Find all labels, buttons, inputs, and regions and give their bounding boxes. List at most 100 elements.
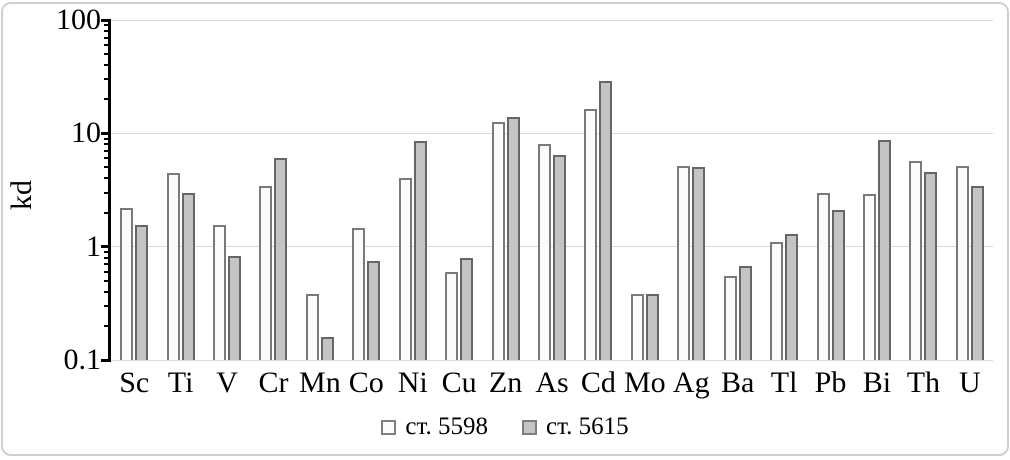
bar [320,336,334,360]
y-minor-tick [104,324,111,327]
x-tick-label: Mo [623,366,666,399]
bar [645,294,659,360]
bar [692,167,706,360]
y-tick-label: 0.1 [63,343,102,376]
y-minor-tick [104,191,111,194]
y-minor-tick [104,157,111,160]
x-tick-label: Cu [441,366,477,399]
y-minor-tick [104,211,111,214]
y-minor-tick [104,250,111,253]
y-major-tick [101,245,111,249]
legend-label: ст. 5598 [405,413,488,440]
y-major-tick [101,358,111,362]
y-minor-tick [104,78,111,81]
bar [553,154,566,360]
y-minor-tick [104,279,111,282]
bar [924,171,938,360]
y-gridline [111,246,993,248]
bar [770,241,784,360]
y-minor-tick [104,24,111,27]
x-tick-label: Pb [814,366,847,399]
y-minor-tick [104,143,111,146]
y-axis-line [108,19,111,362]
bar [877,140,891,360]
bar [785,233,799,360]
x-tick-label: Ag [672,366,710,399]
y-gridline [111,359,993,361]
bar [599,80,613,360]
y-minor-tick [104,256,111,259]
x-tick-label: As [535,366,569,399]
x-tick-label: Mn [299,366,341,399]
bar [445,271,459,360]
y-major-tick [101,131,111,135]
y-minor-tick [104,149,111,152]
x-tick-label: Ti [167,366,194,399]
bar [816,192,830,360]
legend: ст. 5598 ст. 5615 [0,414,1010,440]
y-minor-tick [104,137,111,140]
x-tick-label: Ba [721,366,755,399]
bar [352,228,366,360]
y-minor-tick [104,29,111,32]
y-minor-tick [104,263,111,266]
bar [723,276,737,360]
y-minor-tick [104,166,111,169]
x-tick-label: Cr [258,366,289,399]
y-tick-label: 100 [56,3,101,36]
x-tick-label: Tl [770,366,798,399]
bar [274,158,288,360]
x-tick-label: Zn [488,366,523,399]
legend-swatch [522,419,537,435]
y-tick-label: 1 [86,229,101,263]
bar [135,225,149,360]
bar [166,172,180,360]
bar [181,192,195,360]
bar [228,256,242,360]
bar [506,116,520,360]
y-minor-tick [104,36,111,39]
x-tick-label: Co [348,366,384,399]
bar [259,186,273,360]
bar [584,108,598,360]
y-gridline [111,132,993,134]
y-minor-tick [104,270,111,273]
y-minor-tick [104,53,111,56]
legend-label: ст. 5615 [546,413,629,440]
y-tick-label: 10 [71,116,101,150]
y-minor-tick [104,177,111,180]
bar [305,294,319,360]
bar [909,161,923,360]
bar [213,225,227,360]
bar [630,294,644,360]
x-tick-label: Sc [119,366,150,399]
bar [738,265,752,360]
y-minor-tick [104,64,111,67]
bar [491,122,505,360]
x-tick-label: Cd [580,366,616,399]
legend-item: ст. 5615 [522,414,629,440]
bar [831,210,845,360]
bar [677,165,691,360]
x-tick-label: Bi [862,366,892,399]
bar [460,257,474,360]
bar [367,260,381,360]
y-minor-tick [104,98,111,101]
bar [862,194,876,360]
legend-swatch [381,419,397,435]
x-tick-label: Ni [397,366,428,399]
bar [413,141,427,360]
x-tick-label: V [216,366,238,399]
y-minor-tick [104,290,111,293]
x-tick-label: U [958,366,981,399]
bar [120,207,134,360]
y-gridline [111,19,993,21]
bar [398,178,412,360]
legend-item: ст. 5598 [381,414,488,440]
bar [538,144,551,360]
y-minor-tick [104,44,111,47]
bar [955,165,969,360]
y-major-tick [101,18,111,22]
x-tick-label: Th [906,366,941,399]
